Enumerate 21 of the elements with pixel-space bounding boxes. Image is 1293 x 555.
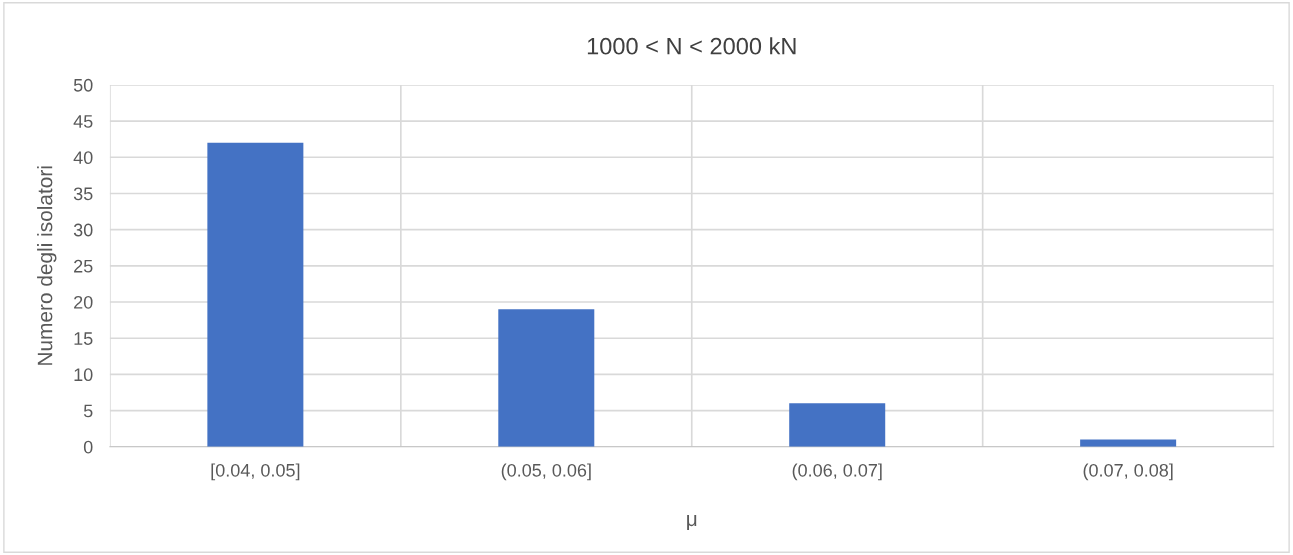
y-tick-label: 5 [83, 404, 93, 418]
x-tick-label: (0.07, 0.08] [1083, 463, 1173, 481]
y-axis-title: Numero degli isolatori [37, 166, 57, 365]
y-tick-label: 10 [74, 368, 93, 382]
x-tick-label: (0.06, 0.07] [792, 463, 882, 481]
bar [498, 309, 595, 447]
bar [207, 142, 304, 447]
y-tick-label: 45 [73, 115, 93, 128]
chart-title: 1000 < N < 2000 kN [587, 37, 796, 55]
y-tick-label: 30 [73, 223, 93, 237]
y-tick-label: 0 [83, 440, 93, 454]
y-tick-label: 35 [73, 187, 93, 201]
y-tick-label: 25 [74, 259, 93, 273]
x-tick-label: [0.04, 0.05] [211, 463, 300, 481]
x-tick-label: (0.05, 0.06] [501, 463, 591, 481]
bar [789, 403, 886, 447]
x-axis-title: μ [687, 514, 697, 530]
y-tick-label: 15 [74, 332, 93, 345]
y-tick-label: 40 [73, 151, 93, 165]
y-tick-label: 50 [73, 78, 93, 92]
y-tick-label: 20 [74, 295, 93, 309]
